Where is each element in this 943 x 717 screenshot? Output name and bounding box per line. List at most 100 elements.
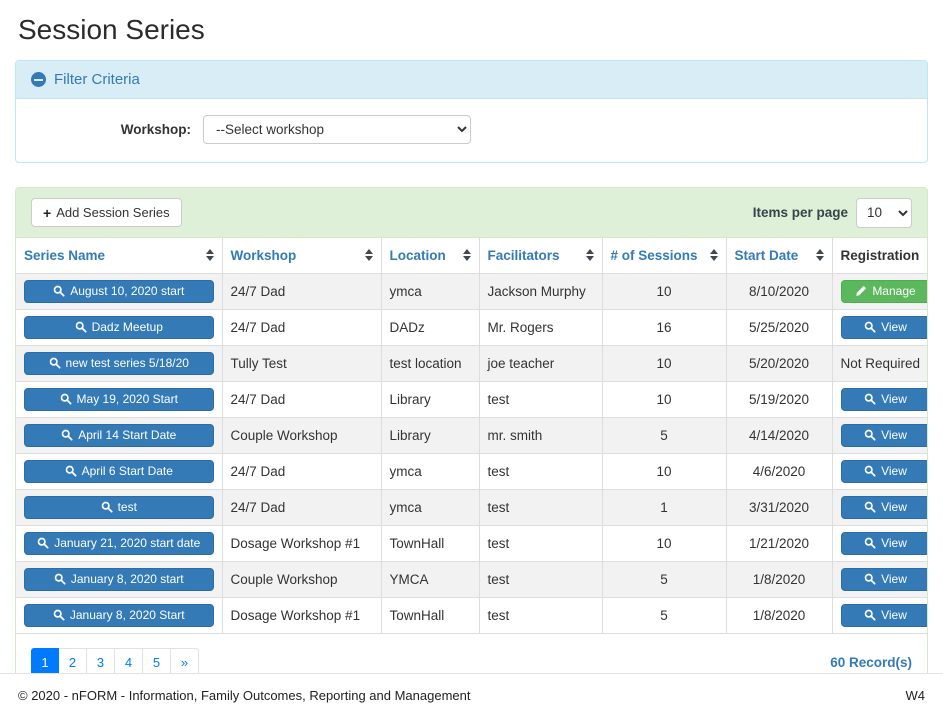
column-header-sessions[interactable]: # of Sessions — [602, 238, 727, 274]
search-icon — [37, 537, 49, 549]
table-row: Dadz Meetup 24/7 Dad DADz Mr. Rogers 16 5/25/… — [16, 309, 927, 346]
workshop-cell: 24/7 Dad — [222, 381, 382, 418]
items-per-page-select[interactable]: 10 — [856, 197, 912, 228]
search-icon — [49, 357, 61, 369]
column-header-workshop[interactable]: Workshop — [222, 238, 382, 274]
registration-button-label: View — [881, 392, 907, 406]
sessions-cell: 10 — [602, 345, 727, 382]
sessions-cell: 10 — [602, 525, 727, 562]
location-cell: ymca — [381, 273, 480, 310]
registration-cell: View — [832, 525, 927, 562]
facilitators-cell: test — [479, 489, 603, 526]
sessions-cell: 5 — [602, 561, 727, 598]
add-session-series-button[interactable]: + Add Session Series — [31, 198, 182, 227]
workshop-label: Workshop: — [120, 122, 191, 137]
records-count: 60 Record(s) — [830, 654, 912, 670]
series-name-button[interactable]: May 19, 2020 Start — [24, 387, 214, 411]
location-cell: ymca — [381, 453, 480, 490]
table-row: April 14 Start Date Couple Workshop Librar… — [16, 417, 927, 454]
workshop-cell: 24/7 Dad — [222, 309, 382, 346]
series-name-label: January 8, 2020 start — [70, 572, 184, 586]
sessions-cell: 10 — [602, 381, 727, 418]
search-icon — [53, 285, 65, 297]
column-header-location[interactable]: Location — [381, 238, 480, 274]
view-registration-button[interactable]: View — [840, 459, 927, 483]
series-name-button[interactable]: January 21, 2020 start date — [24, 531, 214, 555]
series-name-button[interactable]: Dadz Meetup — [24, 315, 214, 339]
series-name-button[interactable]: January 8, 2020 Start — [24, 603, 214, 627]
workshop-select[interactable]: --Select workshop — [203, 115, 471, 144]
pagination-page-button[interactable]: 3 — [87, 647, 115, 677]
facilitators-cell: test — [479, 525, 603, 562]
sessions-cell: 16 — [602, 309, 727, 346]
sessions-cell: 10 — [602, 273, 727, 310]
registration-cell: View — [832, 453, 927, 490]
sort-icon — [815, 249, 824, 262]
series-name-button[interactable]: January 8, 2020 start — [24, 567, 214, 591]
table-row: August 10, 2020 start 24/7 Dad ymca Jackson… — [16, 273, 927, 310]
site-footer: © 2020 - nFORM - Information, Family Out… — [0, 673, 943, 717]
session-series-table-panel: + Add Session Series Items per page 10 S… — [15, 187, 928, 694]
view-registration-button[interactable]: View — [840, 423, 927, 447]
column-header-start-date[interactable]: Start Date — [726, 238, 833, 274]
view-registration-button[interactable]: View — [840, 567, 927, 591]
location-cell: TownHall — [381, 525, 480, 562]
view-registration-button[interactable]: View — [840, 495, 927, 519]
registration-button-label: View — [881, 608, 907, 622]
facilitators-cell: joe teacher — [479, 345, 603, 382]
table-row: test 24/7 Dad ymca test 1 3/31/2020 View — [16, 489, 927, 526]
table-footer: 1 2 3 4 5» 60 Record(s) — [16, 634, 927, 693]
filter-panel-header[interactable]: Filter Criteria — [16, 61, 927, 99]
table-row: January 8, 2020 start Couple Workshop YMCA… — [16, 561, 927, 598]
facilitators-cell: test — [479, 453, 603, 490]
sort-icon — [462, 249, 471, 262]
series-name-label: May 19, 2020 Start — [76, 392, 178, 406]
series-name-label: new test series 5/18/20 — [65, 356, 189, 370]
column-header-facilitators[interactable]: Facilitators — [479, 238, 603, 274]
view-registration-button[interactable]: View — [840, 531, 927, 555]
registration-button-label: View — [881, 500, 907, 514]
registration-cell: View — [832, 417, 927, 454]
manage-registration-button[interactable]: Manage — [840, 279, 927, 303]
series-name-label: April 14 Start Date — [78, 428, 177, 442]
start-date-cell: 1/8/2020 — [726, 561, 833, 598]
registration-button-label: View — [881, 320, 907, 334]
location-cell: DADz — [381, 309, 480, 346]
pagination: 1 2 3 4 5» — [31, 647, 199, 677]
items-per-page-label: Items per page — [752, 205, 848, 220]
facilitators-cell: Jackson Murphy — [479, 273, 603, 310]
start-date-cell: 1/21/2020 — [726, 525, 833, 562]
series-name-label: August 10, 2020 start — [70, 284, 185, 298]
workshop-cell: Dosage Workshop #1 — [222, 525, 382, 562]
collapse-minus-icon[interactable] — [31, 72, 46, 87]
series-name-button[interactable]: April 6 Start Date — [24, 459, 214, 483]
facilitators-cell: test — [479, 561, 603, 598]
pagination-page-button[interactable]: 5 — [143, 647, 171, 677]
search-icon — [864, 321, 876, 333]
registration-cell: View — [832, 381, 927, 418]
view-registration-button[interactable]: View — [840, 387, 927, 411]
workshop-cell: 24/7 Dad — [222, 453, 382, 490]
series-name-button[interactable]: April 14 Start Date — [24, 423, 214, 447]
sessions-cell: 1 — [602, 489, 727, 526]
registration-cell: Not Required — [832, 345, 927, 382]
pagination-next-button[interactable]: » — [171, 647, 199, 677]
filter-panel: Filter Criteria Workshop: --Select works… — [15, 60, 928, 163]
view-registration-button[interactable]: View — [840, 315, 927, 339]
column-header-registration: Registration — [832, 238, 927, 274]
series-name-button[interactable]: August 10, 2020 start — [24, 279, 214, 303]
start-date-cell: 1/8/2020 — [726, 597, 833, 634]
view-registration-button[interactable]: View — [840, 603, 927, 627]
sessions-cell: 10 — [602, 453, 727, 490]
filter-panel-title: Filter Criteria — [54, 71, 140, 88]
sort-icon — [585, 249, 594, 262]
registration-button-label: View — [881, 428, 907, 442]
series-name-button[interactable]: new test series 5/18/20 — [24, 351, 214, 375]
sort-icon — [205, 249, 214, 262]
search-icon — [61, 429, 73, 441]
workshop-cell: 24/7 Dad — [222, 273, 382, 310]
column-header-series-name[interactable]: Series Name — [16, 238, 223, 274]
series-name-button[interactable]: test — [24, 495, 214, 519]
pagination-page-button[interactable]: 1 — [31, 647, 59, 677]
sort-icon — [709, 249, 718, 262]
